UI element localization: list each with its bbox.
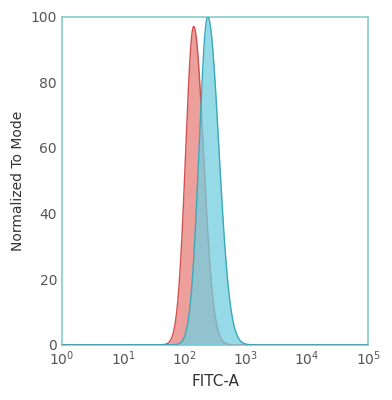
X-axis label: FITC-A: FITC-A: [191, 374, 239, 389]
Y-axis label: Normalized To Mode: Normalized To Mode: [11, 111, 25, 251]
